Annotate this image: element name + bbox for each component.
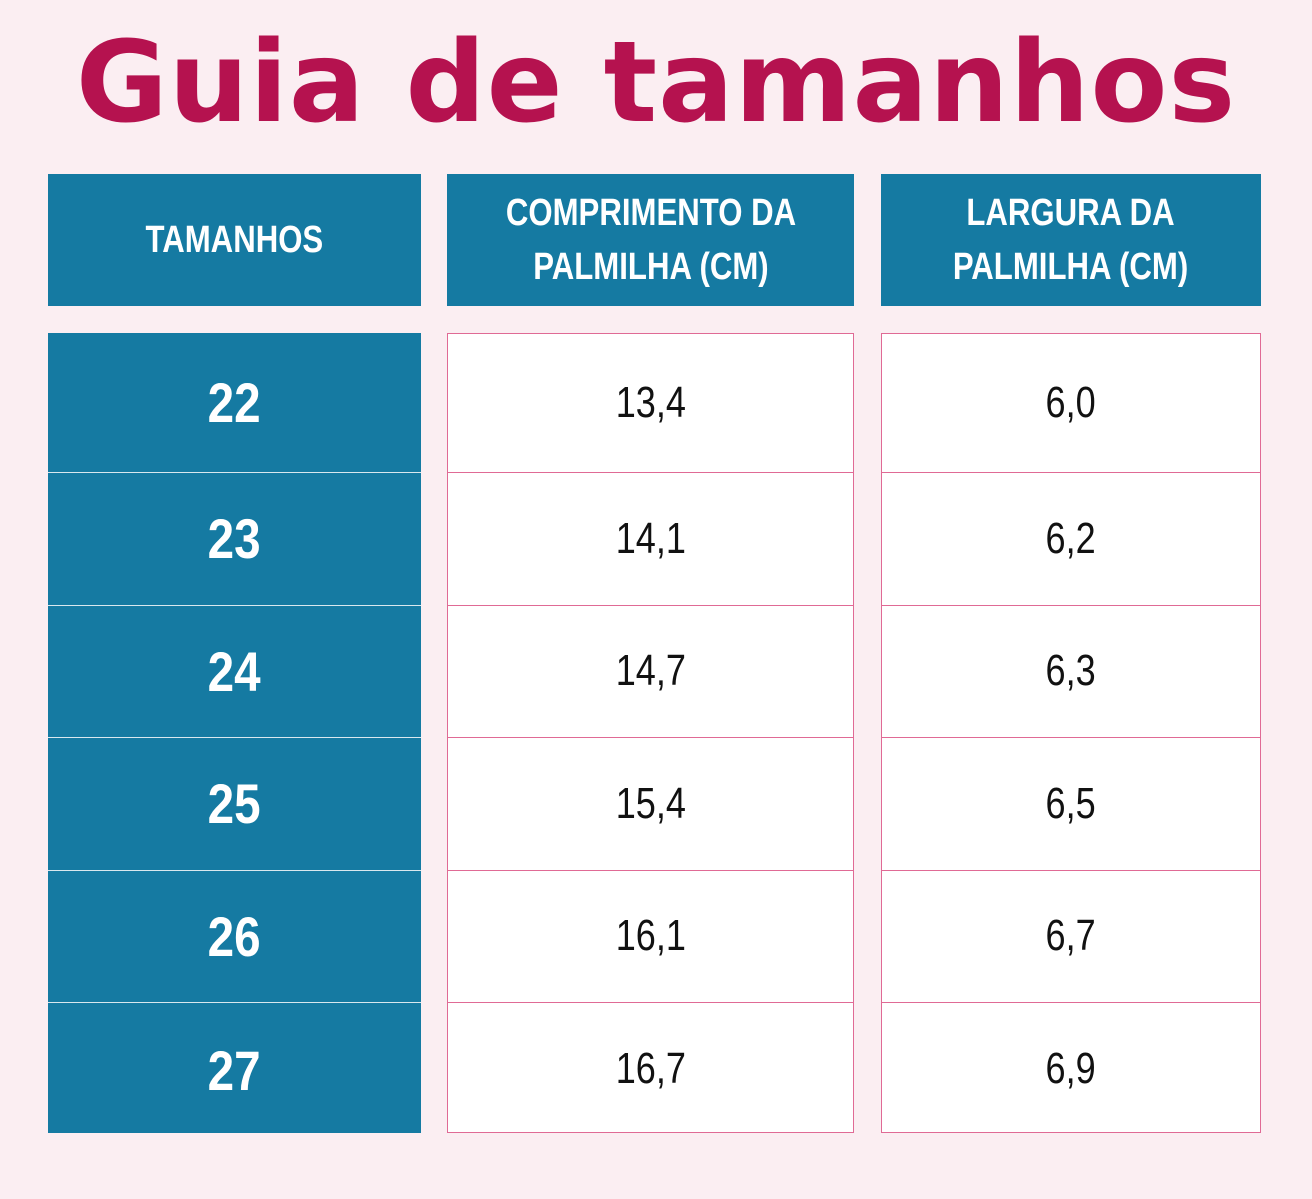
size-cell: 25 — [48, 738, 421, 871]
width-cell: 6,5 — [882, 738, 1260, 871]
header-width-line2: PALMILHA (CM) — [953, 246, 1189, 288]
size-value: 26 — [208, 904, 261, 968]
width-value: 6,3 — [1045, 646, 1097, 696]
length-value: 14,1 — [615, 513, 686, 563]
width-value: 6,5 — [1045, 778, 1097, 828]
header-length-line1: COMPRIMENTO DA — [505, 192, 796, 234]
width-value: 6,2 — [1045, 513, 1097, 563]
width-cell: 6,0 — [882, 334, 1260, 473]
length-cell: 16,1 — [448, 871, 853, 1003]
length-cell: 13,4 — [448, 334, 853, 473]
length-cell: 15,4 — [448, 738, 853, 871]
length-value: 13,4 — [615, 378, 686, 427]
width-cell: 6,9 — [882, 1003, 1260, 1135]
size-value: 24 — [208, 639, 261, 703]
width-value: 6,9 — [1045, 1044, 1097, 1093]
length-value: 16,1 — [615, 911, 686, 961]
page-title: Guia de tamanhos — [75, 18, 1237, 148]
width-cell: 6,7 — [882, 871, 1260, 1003]
size-value: 23 — [208, 507, 261, 571]
length-cell: 14,1 — [448, 473, 853, 606]
sizes-column: 22 23 24 25 26 27 — [48, 333, 421, 1133]
size-cell: 23 — [48, 473, 421, 606]
length-cell: 14,7 — [448, 606, 853, 738]
header-width: LARGURA DA PALMILHA (CM) — [881, 174, 1261, 306]
size-value: 25 — [208, 772, 261, 836]
header-sizes: TAMANHOS — [48, 174, 421, 306]
header-sizes-label: TAMANHOS — [145, 219, 324, 261]
length-value: 16,7 — [615, 1044, 686, 1093]
header-length-line2: PALMILHA (CM) — [532, 246, 769, 288]
width-cell: 6,3 — [882, 606, 1260, 738]
width-value: 6,7 — [1045, 911, 1097, 961]
header-width-line1: LARGURA DA — [966, 192, 1176, 234]
width-column: 6,0 6,2 6,3 6,5 6,7 6,9 — [881, 333, 1261, 1133]
width-value: 6,0 — [1045, 378, 1097, 427]
size-cell: 22 — [48, 333, 421, 473]
length-cell: 16,7 — [448, 1003, 853, 1135]
length-column: 13,4 14,1 14,7 15,4 16,1 16,7 — [447, 333, 854, 1133]
size-value: 22 — [208, 371, 261, 434]
size-cell: 24 — [48, 606, 421, 738]
length-value: 15,4 — [615, 778, 686, 828]
header-length: COMPRIMENTO DA PALMILHA (CM) — [447, 174, 854, 306]
width-cell: 6,2 — [882, 473, 1260, 606]
length-value: 14,7 — [615, 646, 686, 696]
size-cell: 26 — [48, 871, 421, 1003]
size-cell: 27 — [48, 1003, 421, 1138]
size-value: 27 — [208, 1039, 261, 1102]
